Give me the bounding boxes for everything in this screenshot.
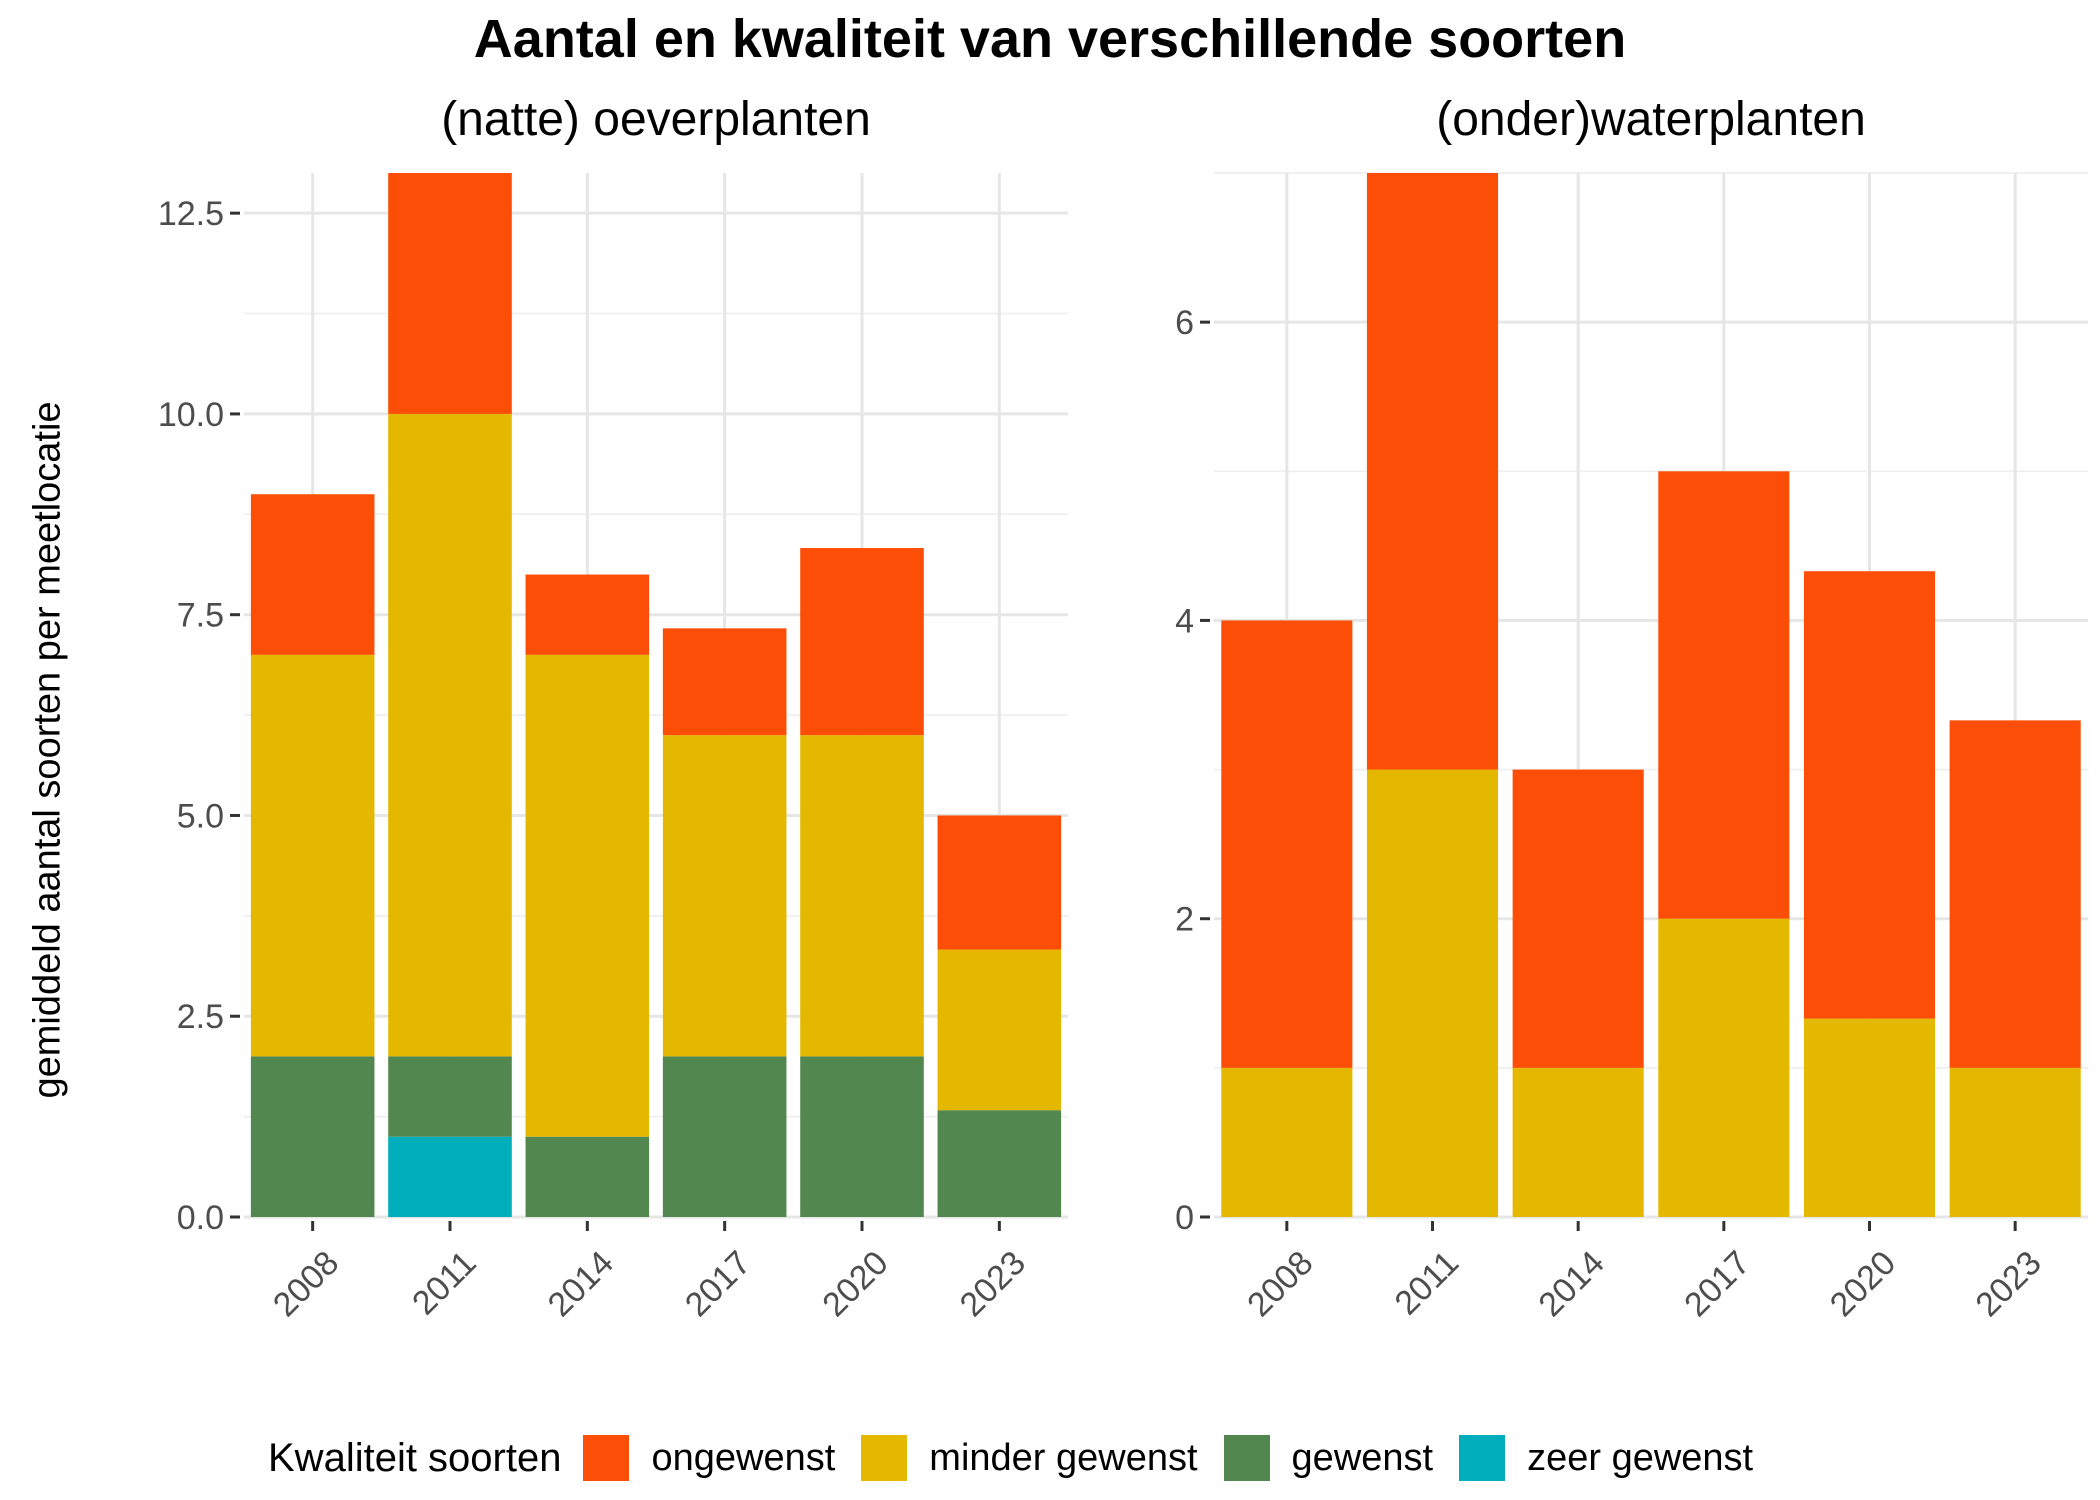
bar-segment bbox=[800, 1056, 924, 1217]
bar-segment bbox=[662, 1056, 787, 1217]
y-tick-label: 5.0 bbox=[177, 797, 224, 835]
y-tick-label: 7.5 bbox=[177, 597, 224, 635]
bar-segment bbox=[388, 1136, 512, 1217]
x-tick-label: 2011 bbox=[1388, 1244, 1467, 1323]
legend-label: zeer gewenst bbox=[1527, 1436, 1754, 1479]
bar-segment bbox=[800, 735, 924, 1057]
bar-segment bbox=[1221, 620, 1353, 1068]
legend: Kwaliteit soorten ongewenst minder gewen… bbox=[268, 1428, 1779, 1488]
bar-segment bbox=[525, 654, 650, 1137]
bar-segment bbox=[250, 494, 375, 655]
bar-segment bbox=[250, 654, 375, 1057]
bar-segment bbox=[388, 1056, 512, 1137]
legend-label: minder gewenst bbox=[929, 1436, 1198, 1479]
x-tick-label: 2014 bbox=[1531, 1244, 1611, 1324]
bar-segment bbox=[1949, 1067, 2081, 1217]
bar-segment bbox=[250, 1056, 375, 1217]
bar-segment bbox=[388, 413, 512, 1057]
legend-key-minder-gewenst bbox=[861, 1435, 908, 1481]
x-tick-label: 2008 bbox=[1240, 1244, 1320, 1324]
legend-key-zeer-gewenst bbox=[1459, 1435, 1506, 1481]
bar-segment bbox=[1658, 918, 1790, 1217]
y-tick-label: 4 bbox=[1175, 602, 1194, 640]
bar-segment bbox=[1803, 571, 1936, 1019]
panel-waterplanten: 0 2 4 6 2008 2011 2014 2017 2020 2023 (onder)water… bbox=[1175, 93, 2088, 1324]
bar-segment bbox=[1658, 471, 1790, 919]
y-tick-label: 0 bbox=[1175, 1199, 1194, 1237]
y-tick-label: 2.5 bbox=[177, 998, 224, 1036]
bar-segment bbox=[1512, 1067, 1644, 1217]
legend-item-ongewenst: ongewenst bbox=[583, 1435, 835, 1481]
bar-segment bbox=[937, 1110, 1062, 1217]
bar-segment bbox=[1366, 769, 1499, 1217]
y-tick-label: 10.0 bbox=[158, 396, 224, 434]
legend-item-minder-gewenst: minder gewenst bbox=[861, 1435, 1198, 1481]
y-tick-label: 0.0 bbox=[177, 1199, 224, 1237]
legend-label: ongewenst bbox=[651, 1436, 836, 1479]
bar-segment bbox=[1803, 1018, 1936, 1217]
bar-segment bbox=[388, 173, 512, 414]
bar-segment bbox=[525, 1136, 650, 1217]
bar-segment bbox=[800, 548, 924, 736]
x-tick-label: 2017 bbox=[1677, 1244, 1757, 1324]
bar-segment bbox=[662, 628, 787, 736]
legend-item-gewenst: gewenst bbox=[1223, 1435, 1434, 1481]
legend-key-gewenst bbox=[1223, 1435, 1270, 1481]
x-tick-label: 2020 bbox=[1823, 1244, 1903, 1324]
bar-segment bbox=[662, 735, 787, 1057]
legend-label: gewenst bbox=[1291, 1436, 1434, 1479]
panel-title: (onder)waterplanten bbox=[1436, 93, 1866, 146]
chart-title: Aantal en kwaliteit van verschillende so… bbox=[473, 9, 1627, 69]
bar-segment bbox=[937, 949, 1062, 1111]
y-tick-label: 6 bbox=[1175, 304, 1194, 342]
bar-segment bbox=[1949, 720, 2081, 1068]
bar-segment bbox=[525, 574, 650, 655]
bar-segment bbox=[1221, 1067, 1353, 1217]
legend-title: Kwaliteit soorten bbox=[268, 1435, 562, 1480]
bar-segment bbox=[937, 815, 1062, 950]
y-tick-label: 2 bbox=[1175, 901, 1194, 939]
legend-item-zeer-gewenst: zeer gewenst bbox=[1459, 1435, 1753, 1481]
y-tick-label: 12.5 bbox=[158, 195, 224, 233]
panel-title: (natte) oeverplanten bbox=[441, 93, 871, 146]
bar-segment bbox=[1366, 173, 1499, 770]
legend-key-ongewenst bbox=[583, 1435, 630, 1481]
bar-segment bbox=[1512, 769, 1644, 1068]
x-tick-label: 2023 bbox=[1968, 1244, 2048, 1324]
